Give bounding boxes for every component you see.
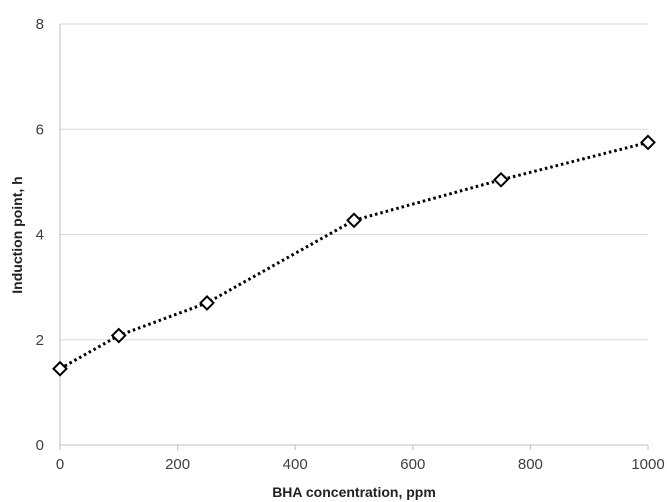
tick-labels: 0 2 4 6 8 0 200 400 600 800 1000 <box>36 16 665 473</box>
y-tick-label-4: 4 <box>36 227 44 244</box>
data-point-0 <box>52 360 68 377</box>
data-point-750 <box>493 171 509 188</box>
axes <box>59 24 649 450</box>
x-tick-label-600: 600 <box>400 456 425 473</box>
y-tick-label-6: 6 <box>36 121 44 138</box>
x-axis-label: BHA concentration, ppm <box>272 484 436 500</box>
data-point-250 <box>199 294 215 311</box>
data-series <box>52 134 656 377</box>
y-tick-label-8: 8 <box>36 16 44 33</box>
data-point-500 <box>346 212 362 229</box>
data-point-1000 <box>640 134 656 151</box>
y-tick-label-0: 0 <box>36 437 44 454</box>
y-tick-label-2: 2 <box>36 332 44 349</box>
gridlines <box>60 23 648 341</box>
x-tick-label-800: 800 <box>518 456 543 473</box>
x-tick-label-400: 400 <box>283 456 308 473</box>
data-point-100 <box>110 327 127 344</box>
x-tick-label-1000: 1000 <box>631 456 664 473</box>
x-tick-label-200: 200 <box>165 456 190 473</box>
x-tick-label-0: 0 <box>56 456 64 473</box>
y-axis-label: Induction point, h <box>9 176 25 293</box>
series-line-0 <box>59 140 649 371</box>
